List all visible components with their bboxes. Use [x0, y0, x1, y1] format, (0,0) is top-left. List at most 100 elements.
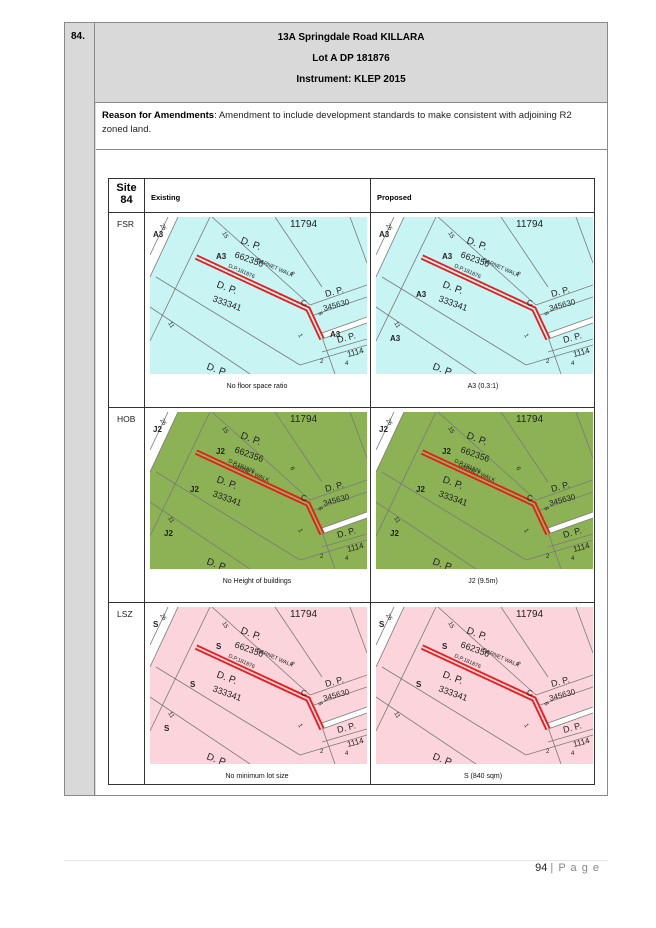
- lot-number: 4: [345, 751, 349, 757]
- item-header: 13A Springdale Road KILLARA Lot A DP 181…: [95, 23, 607, 103]
- caption-lsz-proposed: S (840 sqm): [463, 773, 503, 780]
- footer-rule: [64, 860, 608, 861]
- dp-label: D. P.: [336, 330, 357, 345]
- existing-header: Existing: [151, 193, 181, 202]
- lot-number: 1: [522, 333, 529, 339]
- caption-hob-existing: No Height of buildings: [222, 578, 292, 585]
- site-number: 84: [120, 194, 133, 206]
- map-comparison-table: Site 84 Existing Proposed FSR HOB LSZ 11…: [108, 178, 595, 785]
- row-label-fsr: FSR: [117, 219, 134, 229]
- dp-label: D. P.: [324, 674, 345, 689]
- lot-number: 11: [392, 516, 401, 525]
- lot-number: 15: [446, 426, 455, 435]
- lot-letter: C: [301, 689, 307, 698]
- lot-number: 4: [571, 361, 575, 367]
- zone-code: A3: [330, 330, 341, 339]
- site-label: Site: [116, 182, 137, 194]
- reason-text: : Amendment to include development stand…: [102, 110, 572, 135]
- zone-code: J2: [390, 529, 399, 538]
- item-number: 84.: [71, 31, 85, 42]
- lot-number: 6: [514, 466, 521, 472]
- map-fsr-existing: 11794 D. P. 662356 D. P. 333341 D. P. 345630 D.…: [150, 217, 367, 374]
- lot-number: 6: [288, 466, 295, 472]
- lot-number: 8: [316, 506, 323, 512]
- lot-number: 6: [288, 661, 295, 667]
- lot-number: 8: [542, 506, 549, 512]
- zone-code: S: [216, 642, 222, 651]
- zone-code: S: [153, 620, 159, 629]
- lot-number: 1: [296, 528, 303, 534]
- zone-code: S: [190, 680, 196, 689]
- lot-letter: C: [527, 494, 533, 503]
- item-number-column: 84.: [65, 23, 95, 795]
- row-label-lsz: LSZ: [117, 609, 133, 619]
- lot-number: 2: [546, 749, 550, 755]
- site-address: 13A Springdale Road KILLARA: [277, 32, 425, 43]
- row-label-hob: HOB: [117, 414, 136, 424]
- dp-label: D. P.: [562, 330, 583, 345]
- lot-number: 4: [345, 361, 349, 367]
- lot-number: 1: [296, 333, 303, 339]
- lot-number: 2: [320, 359, 324, 365]
- dp-label: D. P.: [336, 525, 357, 540]
- lot-number: 15: [220, 426, 229, 435]
- lot-number: 6: [514, 661, 521, 667]
- page-footer: 94 | P a g e: [535, 862, 600, 874]
- dp-label: D. P.: [336, 720, 357, 735]
- lot-number: 15: [220, 621, 229, 630]
- lot-letter: C: [301, 299, 307, 308]
- lot-number: 11: [166, 321, 175, 330]
- zone-code: A3: [153, 230, 164, 239]
- lot-number: 26: [384, 613, 393, 622]
- lot-number: 11: [166, 711, 175, 720]
- lot-number: 8: [316, 311, 323, 317]
- map-number-top: 11794: [516, 414, 544, 425]
- map-lsz-proposed: 11794 D. P. 662356 D. P. 333341 D. P. 345630 D.…: [376, 607, 593, 764]
- map-number-top: 11794: [290, 414, 318, 425]
- lot-number: 11: [392, 321, 401, 330]
- lot-number: 26: [158, 223, 167, 232]
- map-number-edge: 1114: [346, 541, 365, 554]
- map-number-edge: 1114: [346, 736, 365, 749]
- map-lsz-existing: 11794 D. P. 662356 D. P. 333341 D. P. 345630 D.…: [150, 607, 367, 764]
- lot-number: 8: [542, 311, 549, 317]
- map-number-edge: 1114: [572, 736, 591, 749]
- lot-description: Lot A DP 181876: [312, 53, 390, 64]
- lot-number: 4: [571, 751, 575, 757]
- divider: [96, 149, 607, 150]
- lot-number: 15: [220, 231, 229, 240]
- zone-code: A3: [442, 252, 453, 261]
- lot-number: 1: [522, 528, 529, 534]
- zone-code: J2: [153, 425, 162, 434]
- map-number-top: 11794: [290, 219, 318, 230]
- caption-lsz-existing: No minimum lot size: [225, 773, 289, 780]
- dp-label: D. P.: [324, 479, 345, 494]
- zone-code: J2: [216, 447, 225, 456]
- site-header: Site 84: [109, 182, 144, 206]
- lot-number: 4: [345, 556, 349, 562]
- lot-number: 1: [296, 723, 303, 729]
- lot-number: 11: [392, 711, 401, 720]
- page-label: | P a g e: [550, 862, 600, 874]
- zone-code: J2: [164, 529, 173, 538]
- reason-label: Reason for Amendments: [102, 110, 215, 121]
- map-number-edge: 1114: [572, 541, 591, 554]
- dp-label: D. P.: [324, 284, 345, 299]
- page-number: 94: [535, 862, 548, 874]
- map-number-edge: 1114: [572, 346, 591, 359]
- zone-code: J2: [379, 425, 388, 434]
- map-number-top: 11794: [290, 609, 318, 620]
- caption-hob-proposed: J2 (9.5m): [468, 578, 498, 585]
- zone-code: J2: [190, 485, 199, 494]
- zone-code: S: [416, 680, 422, 689]
- caption-fsr-proposed: A3 (0.3:1): [467, 383, 499, 390]
- dp-label: D. P.: [550, 479, 571, 494]
- zone-code: J2: [416, 485, 425, 494]
- map-number-edge: 1114: [346, 346, 365, 359]
- lot-number: 4: [571, 556, 575, 562]
- lot-number: 2: [320, 554, 324, 560]
- amendment-item: 84. 13A Springdale Road KILLARA Lot A DP…: [64, 22, 608, 796]
- dp-label: D. P.: [550, 284, 571, 299]
- lot-number: 26: [158, 613, 167, 622]
- lot-number: 2: [546, 554, 550, 560]
